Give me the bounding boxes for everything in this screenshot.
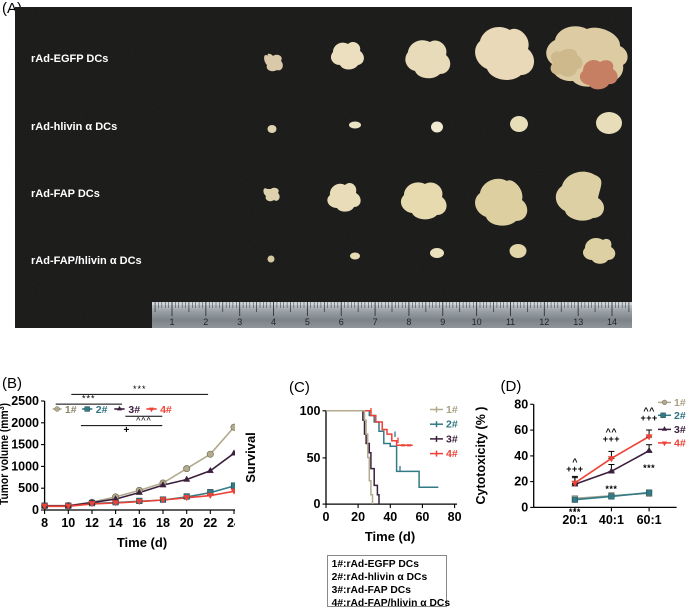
svg-text:1#: 1# — [446, 404, 458, 416]
svg-text:2#: 2# — [96, 404, 108, 416]
svg-text:6: 6 — [339, 317, 344, 327]
svg-text:7: 7 — [373, 317, 378, 327]
svg-text:+++: +++ — [566, 464, 583, 474]
svg-text:2000: 2000 — [11, 416, 39, 430]
svg-text:20: 20 — [180, 516, 194, 530]
svg-text:8: 8 — [406, 317, 411, 327]
svg-text:^^^: ^^^ — [136, 416, 152, 426]
svg-text:50: 50 — [307, 451, 321, 465]
svg-text:11: 11 — [506, 317, 515, 327]
svg-text:40:1: 40:1 — [599, 513, 624, 527]
svg-text:+++: +++ — [603, 434, 620, 444]
svg-text:***: *** — [82, 394, 96, 404]
svg-text:18: 18 — [156, 516, 170, 530]
svg-text:2: 2 — [203, 317, 208, 327]
svg-text:8: 8 — [41, 516, 48, 530]
svg-text:2500: 2500 — [11, 394, 39, 408]
svg-text:80: 80 — [514, 397, 528, 411]
svg-text:Survival: Survival — [243, 432, 258, 483]
svg-text:0: 0 — [323, 510, 330, 524]
svg-text:5: 5 — [305, 317, 310, 327]
svg-text:0: 0 — [32, 503, 39, 517]
svg-text:+++: +++ — [640, 413, 657, 423]
svg-text:22: 22 — [203, 516, 217, 530]
svg-text:***: *** — [133, 384, 147, 394]
svg-text:***: *** — [569, 507, 581, 517]
svg-text:Cytotoxicity (% ): Cytotoxicity (% ) — [474, 407, 488, 505]
svg-text:60: 60 — [514, 423, 528, 437]
svg-text:80: 80 — [448, 510, 462, 524]
svg-text:1#: 1# — [65, 404, 77, 416]
svg-text:3#: 3# — [674, 424, 686, 436]
svg-text:***: *** — [605, 484, 617, 494]
svg-text:60:1: 60:1 — [637, 513, 662, 527]
svg-text:14: 14 — [607, 317, 617, 327]
svg-text:4#: 4# — [674, 438, 686, 450]
svg-text:2#: 2# — [446, 419, 458, 431]
svg-text:500: 500 — [18, 481, 39, 495]
svg-text:4: 4 — [271, 317, 276, 327]
svg-text:10: 10 — [472, 317, 482, 327]
svg-text:4#: 4# — [446, 448, 458, 460]
svg-text:3#: 3# — [128, 404, 140, 416]
svg-text:Time (d): Time (d) — [365, 529, 415, 544]
svg-text:1000: 1000 — [11, 459, 39, 473]
svg-text:3: 3 — [237, 317, 242, 327]
svg-text:100: 100 — [300, 404, 321, 418]
svg-text:24: 24 — [227, 516, 235, 530]
svg-text:40: 40 — [514, 449, 528, 463]
svg-text:20: 20 — [514, 475, 528, 489]
svg-text:14: 14 — [109, 516, 123, 530]
svg-text:0: 0 — [521, 500, 528, 514]
svg-text:1#: 1# — [674, 397, 686, 409]
svg-text:+: + — [123, 425, 129, 436]
svg-text:***: *** — [643, 463, 655, 473]
svg-text:1500: 1500 — [11, 438, 39, 452]
svg-text:Time (d): Time (d) — [117, 535, 167, 550]
svg-text:1: 1 — [169, 317, 174, 327]
svg-text:4#: 4# — [160, 404, 172, 416]
svg-text:12: 12 — [85, 516, 99, 530]
svg-text:12: 12 — [539, 317, 549, 327]
svg-text:60: 60 — [415, 510, 429, 524]
svg-text:0: 0 — [314, 497, 321, 511]
svg-text:16: 16 — [132, 516, 146, 530]
svg-text:Tumor volume (mm3): Tumor volume (mm3) — [0, 403, 11, 505]
svg-text:3#: 3# — [446, 433, 458, 445]
svg-text:10: 10 — [61, 516, 75, 530]
svg-text:20: 20 — [351, 510, 365, 524]
svg-text:2#: 2# — [674, 410, 686, 422]
svg-text:9: 9 — [440, 317, 445, 327]
svg-text:13: 13 — [573, 317, 583, 327]
svg-text:40: 40 — [383, 510, 397, 524]
